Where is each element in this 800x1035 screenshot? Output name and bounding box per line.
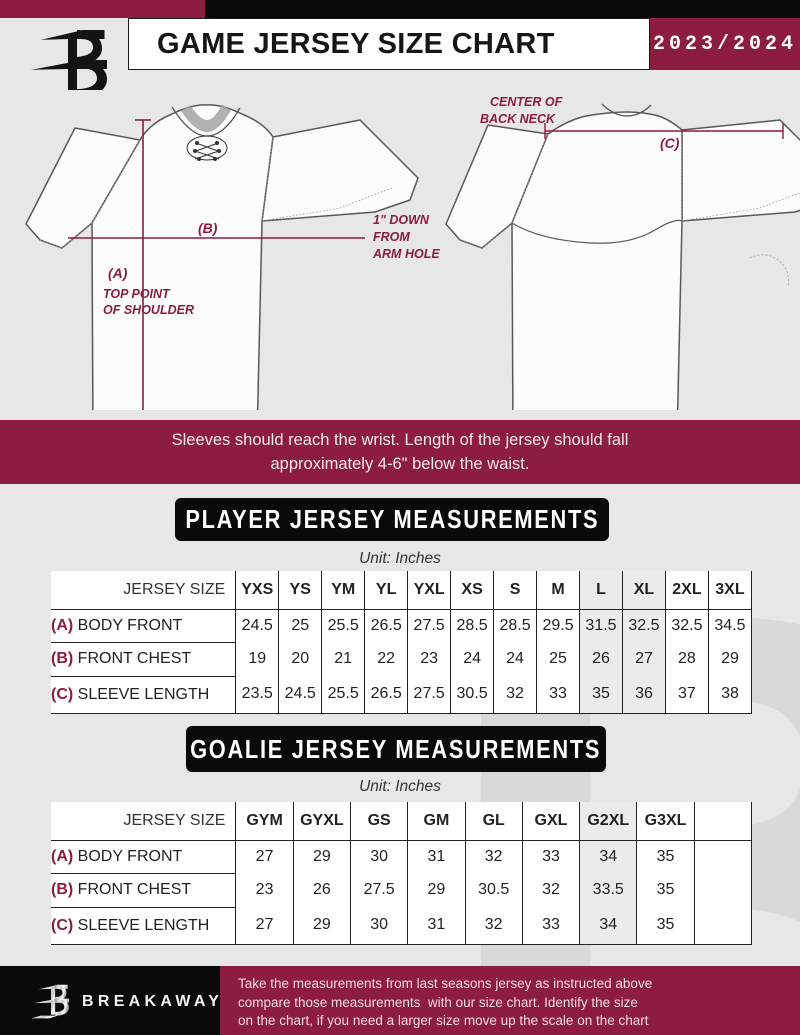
svg-text:ARM HOLE: ARM HOLE [372, 247, 440, 261]
svg-text:(A): (A) [108, 265, 128, 281]
svg-text:TOP POINT: TOP POINT [103, 287, 171, 301]
svg-text:(C): (C) [660, 135, 680, 151]
svg-text:1" DOWN: 1" DOWN [373, 213, 430, 227]
svg-text:OF SHOULDER: OF SHOULDER [103, 303, 194, 317]
svg-text:CENTER OF: CENTER OF [490, 95, 563, 109]
svg-text:(B): (B) [198, 220, 218, 236]
svg-text:FROM: FROM [373, 230, 410, 244]
